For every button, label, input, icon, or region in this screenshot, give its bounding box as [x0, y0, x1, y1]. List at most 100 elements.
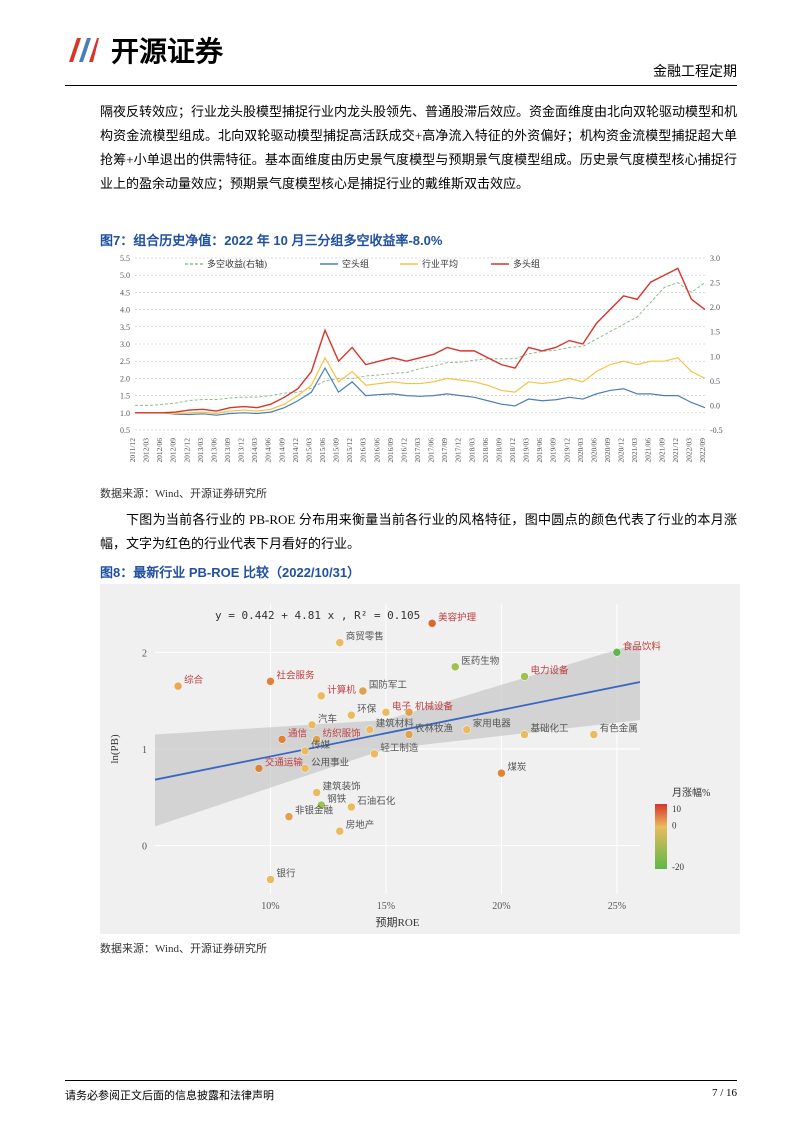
svg-text:20%: 20% — [492, 901, 510, 912]
svg-text:2016/09: 2016/09 — [386, 438, 395, 463]
svg-text:2018/09: 2018/09 — [494, 438, 503, 463]
svg-text:公用事业: 公用事业 — [311, 756, 349, 768]
svg-text:家用电器: 家用电器 — [473, 718, 512, 730]
svg-text:2014/09: 2014/09 — [277, 438, 286, 463]
svg-text:-20: -20 — [672, 862, 684, 872]
footer-page: 7 / 16 — [712, 1087, 737, 1103]
paragraph-1: 隔夜反转效应；行业龙头股模型捕捉行业内龙头股领先、普通股滞后效应。资金面维度由北… — [100, 100, 737, 196]
svg-text:2012/03: 2012/03 — [142, 438, 151, 463]
svg-text:15%: 15% — [377, 901, 395, 912]
svg-text:医药生物: 医药生物 — [461, 655, 500, 667]
svg-text:2018/06: 2018/06 — [481, 438, 490, 463]
chart-7-svg: 0.51.01.52.02.53.03.54.04.55.05.5-0.50.0… — [100, 250, 740, 480]
svg-text:2019/09: 2019/09 — [549, 438, 558, 463]
logo: 开源证券 — [65, 30, 737, 70]
svg-text:2013/12: 2013/12 — [237, 438, 246, 463]
svg-text:1.5: 1.5 — [120, 392, 130, 401]
svg-text:2019/03: 2019/03 — [522, 438, 531, 463]
svg-text:2013/06: 2013/06 — [209, 438, 218, 463]
svg-text:预期ROE: 预期ROE — [376, 916, 420, 929]
svg-text:5.5: 5.5 — [120, 254, 130, 263]
fig7-source: 数据来源：Wind、开源证券研究所 — [100, 485, 267, 501]
svg-text:2014/03: 2014/03 — [250, 438, 259, 463]
svg-text:0.5: 0.5 — [120, 426, 130, 435]
svg-text:1: 1 — [142, 745, 147, 756]
svg-text:0: 0 — [142, 842, 147, 853]
svg-text:计算机: 计算机 — [327, 684, 356, 696]
svg-text:3.0: 3.0 — [120, 340, 130, 349]
svg-text:2017/12: 2017/12 — [454, 438, 463, 463]
svg-text:y = 0.442 + 4.81 x , R² = 0.10: y = 0.442 + 4.81 x , R² = 0.105 — [215, 609, 420, 622]
chart-7: 0.51.01.52.02.53.03.54.04.55.05.5-0.50.0… — [100, 250, 740, 480]
svg-text:2014/06: 2014/06 — [264, 438, 273, 463]
svg-text:通信: 通信 — [288, 727, 307, 739]
svg-text:2015/03: 2015/03 — [304, 438, 313, 463]
svg-text:交通运输: 交通运输 — [265, 756, 304, 768]
svg-text:2018/03: 2018/03 — [467, 438, 476, 463]
svg-text:0.0: 0.0 — [710, 401, 720, 410]
chart-8: 10%15%20%25%012y = 0.442 + 4.81 x , R² =… — [100, 584, 740, 934]
footer: 请务必参阅正文后面的信息披露和法律声明 7 / 16 — [65, 1080, 737, 1103]
svg-text:空头组: 空头组 — [342, 258, 369, 269]
svg-text:商贸零售: 商贸零售 — [346, 631, 384, 643]
svg-text:2018/12: 2018/12 — [508, 438, 517, 463]
svg-text:2021/12: 2021/12 — [671, 438, 680, 463]
svg-text:美容护理: 美容护理 — [438, 611, 477, 623]
svg-text:2019/06: 2019/06 — [535, 438, 544, 463]
svg-text:建筑材料: 建筑材料 — [376, 718, 415, 730]
footer-disclaimer: 请务必参阅正文后面的信息披露和法律声明 — [65, 1087, 274, 1103]
svg-text:4.5: 4.5 — [120, 288, 130, 297]
svg-text:银行: 银行 — [276, 868, 296, 880]
svg-text:2013/09: 2013/09 — [223, 438, 232, 463]
svg-text:2013/03: 2013/03 — [196, 438, 205, 463]
svg-text:2016/12: 2016/12 — [399, 438, 408, 463]
svg-text:3.5: 3.5 — [120, 323, 130, 332]
svg-text:2020/09: 2020/09 — [603, 438, 612, 463]
svg-text:食品饮料: 食品饮料 — [623, 640, 662, 652]
svg-text:2020/12: 2020/12 — [617, 438, 626, 463]
svg-text:2019/12: 2019/12 — [562, 438, 571, 463]
svg-text:4.0: 4.0 — [120, 306, 130, 315]
svg-text:环保: 环保 — [357, 703, 377, 715]
svg-text:2015/09: 2015/09 — [332, 438, 341, 463]
svg-text:煤炭: 煤炭 — [507, 761, 527, 773]
svg-text:2017/06: 2017/06 — [427, 438, 436, 463]
svg-text:0: 0 — [672, 820, 677, 830]
page-header: 开源证券 金融工程定期 — [65, 30, 737, 86]
svg-text:2020/06: 2020/06 — [589, 438, 598, 463]
svg-text:纺织服饰: 纺织服饰 — [323, 727, 361, 739]
svg-text:多空收益(右轴): 多空收益(右轴) — [207, 258, 267, 269]
svg-text:多头组: 多头组 — [513, 258, 540, 269]
svg-text:机械设备: 机械设备 — [415, 700, 454, 712]
svg-text:有色金属: 有色金属 — [600, 723, 638, 735]
svg-text:2015/12: 2015/12 — [345, 438, 354, 463]
svg-text:2017/09: 2017/09 — [440, 438, 449, 463]
svg-text:2.0: 2.0 — [120, 374, 130, 383]
svg-text:2016/03: 2016/03 — [359, 438, 368, 463]
svg-text:25%: 25% — [608, 901, 626, 912]
svg-text:2017/03: 2017/03 — [413, 438, 422, 463]
chart-8-svg: 10%15%20%25%012y = 0.442 + 4.81 x , R² =… — [100, 584, 740, 934]
svg-text:2.5: 2.5 — [710, 279, 720, 288]
svg-text:1.0: 1.0 — [710, 352, 720, 361]
svg-text:钢铁: 钢铁 — [327, 793, 347, 805]
fig7-title: 图7：组合历史净值：2022 年 10 月三分组多空收益率-8.0% — [100, 230, 442, 249]
svg-text:农林牧渔: 农林牧渔 — [415, 723, 454, 735]
svg-text:石油石化: 石油石化 — [357, 795, 396, 807]
page: 开源证券 金融工程定期 隔夜反转效应；行业龙头股模型捕捉行业内龙头股领先、普通股… — [0, 0, 802, 1133]
svg-text:2012/12: 2012/12 — [182, 438, 191, 463]
svg-text:2022/09: 2022/09 — [698, 438, 707, 463]
svg-text:ln(PB): ln(PB) — [109, 734, 121, 764]
fig8-title: 图8：最新行业 PB-ROE 比较（2022/10/31） — [100, 562, 360, 581]
svg-text:社会服务: 社会服务 — [276, 669, 315, 681]
logo-icon — [65, 32, 101, 68]
svg-text:电力设备: 电力设备 — [531, 665, 570, 677]
header-category: 金融工程定期 — [653, 61, 737, 81]
svg-text:10: 10 — [672, 804, 682, 814]
svg-text:轻工制造: 轻工制造 — [380, 742, 419, 754]
svg-text:5.0: 5.0 — [120, 271, 130, 280]
svg-text:建筑装饰: 建筑装饰 — [323, 781, 361, 793]
svg-text:2014/12: 2014/12 — [291, 438, 300, 463]
svg-text:2021/03: 2021/03 — [630, 438, 639, 463]
svg-text:2012/09: 2012/09 — [169, 438, 178, 463]
